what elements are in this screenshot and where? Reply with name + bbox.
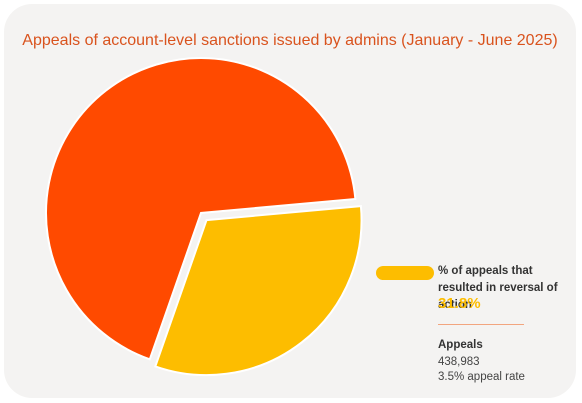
pie-chart <box>45 57 363 377</box>
chart-card: Appeals of account-level sanctions issue… <box>4 4 576 398</box>
chart-title: Appeals of account-level sanctions issue… <box>22 32 558 49</box>
legend-swatch <box>376 266 434 280</box>
appeal-rate: 3.5% appeal rate <box>438 371 525 383</box>
divider <box>438 324 524 325</box>
appeals-title: Appeals <box>438 339 483 351</box>
legend-label: % of appeals that resulted in reversal o… <box>438 265 558 311</box>
pie-slice-remaining <box>45 57 357 361</box>
legend-value: 31.8% <box>438 295 481 312</box>
pie-slice-reversal <box>154 205 363 377</box>
appeals-count: 438,983 <box>438 356 480 368</box>
